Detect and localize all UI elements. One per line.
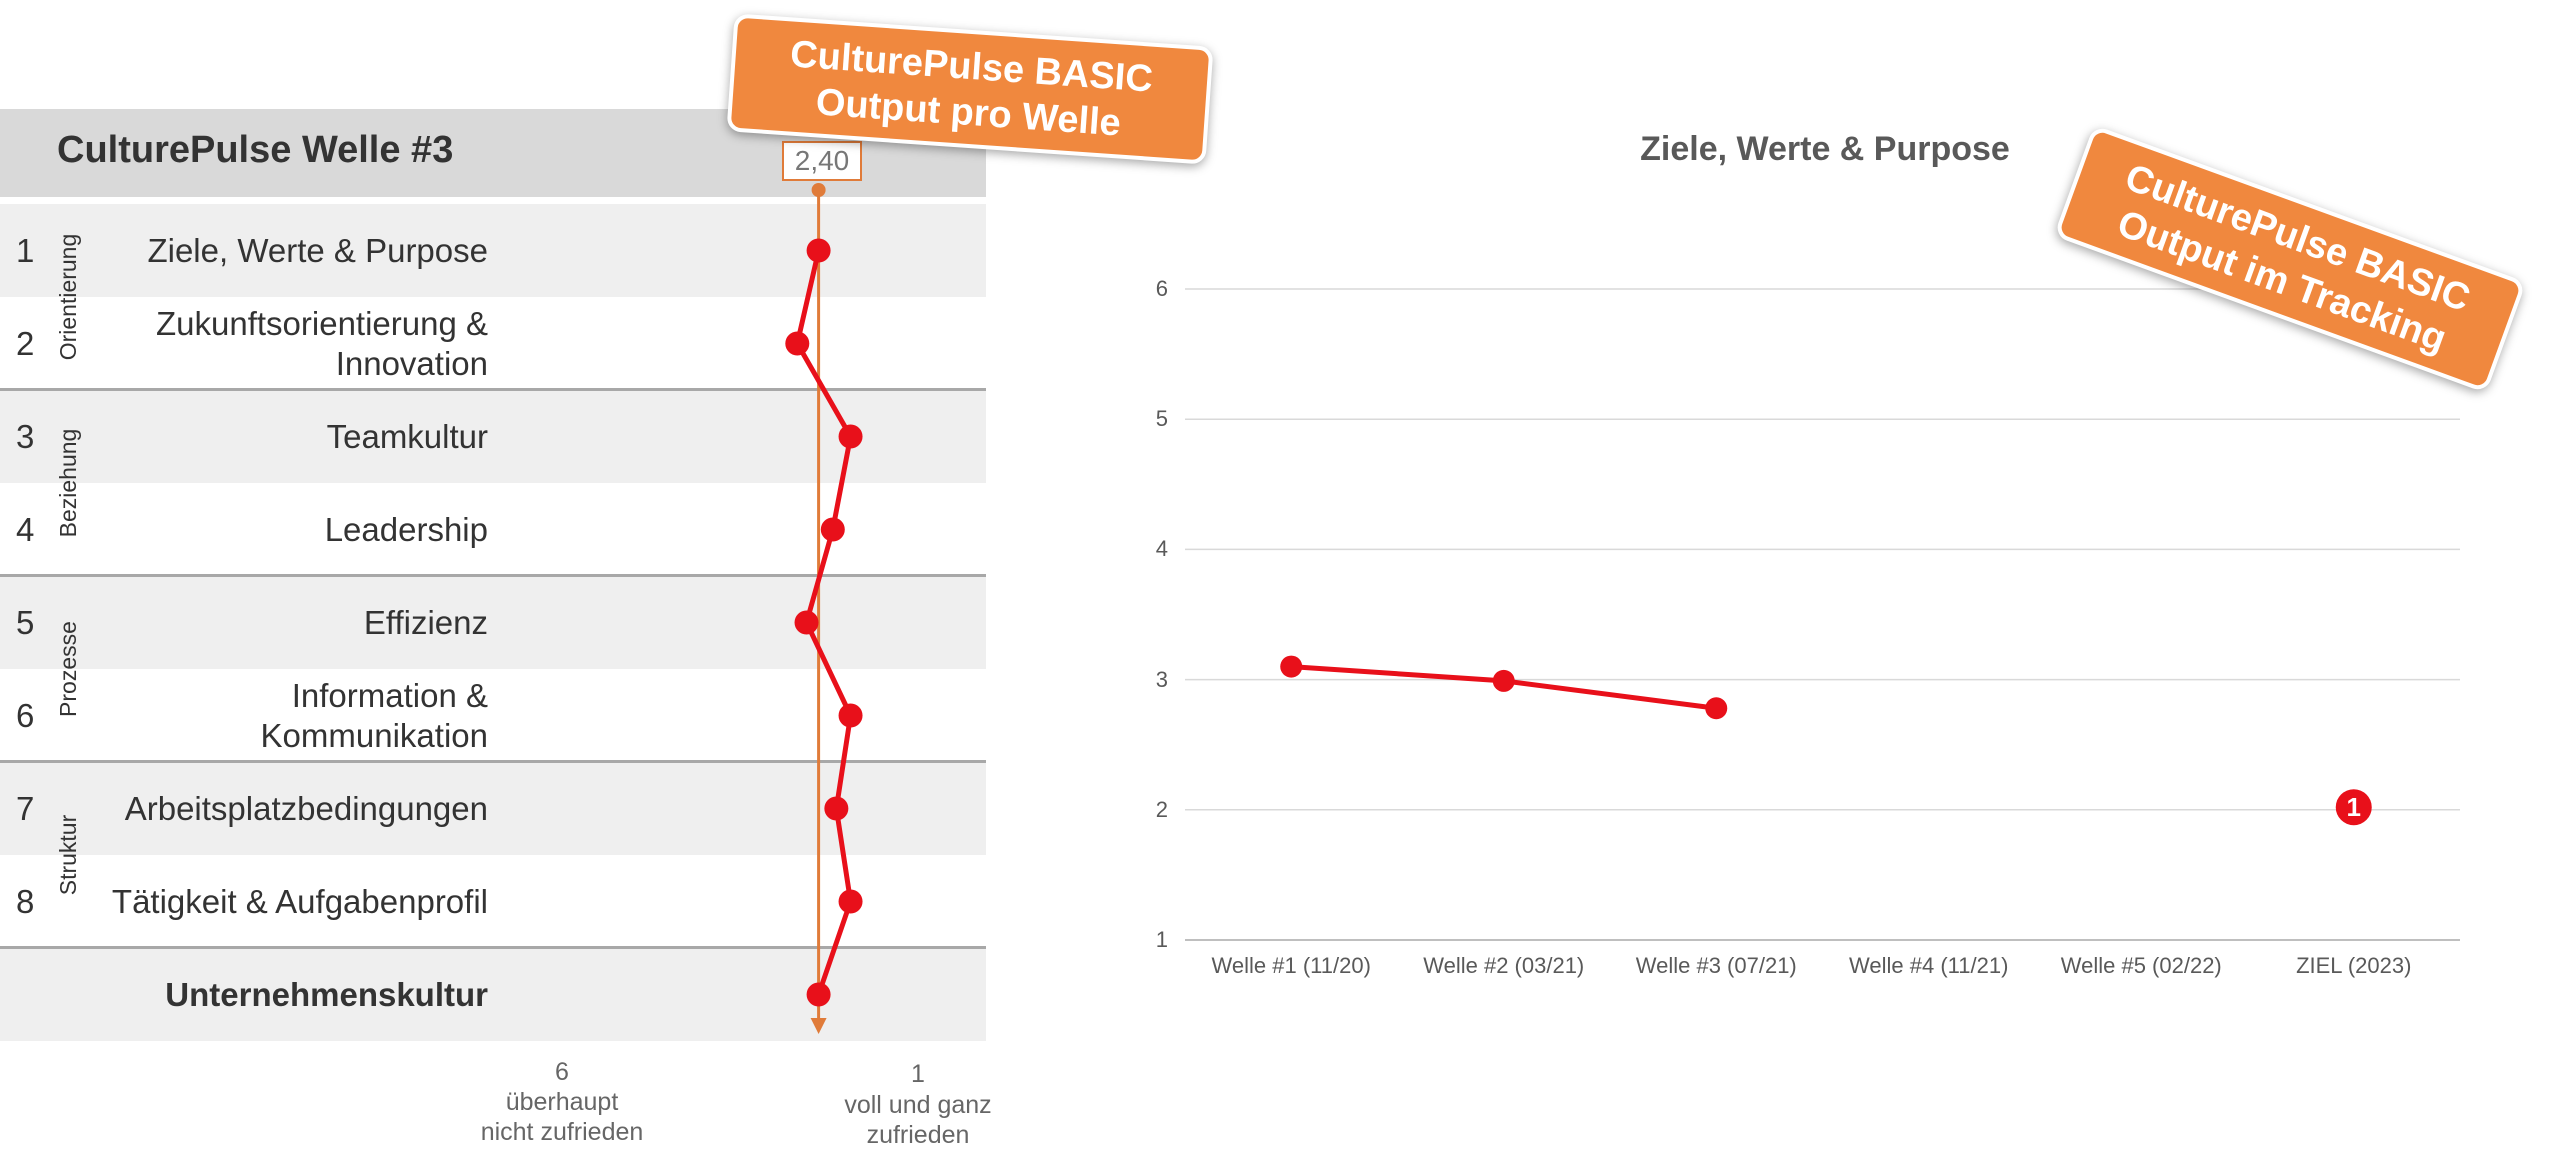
group-separator [0, 574, 986, 577]
y-tick-label: 6 [1155, 276, 1168, 301]
row-label-line: Leadership [324, 510, 488, 548]
group-separator [0, 388, 986, 391]
row-label: Information & Kommunikation [261, 676, 488, 756]
target-marker-label: 1 [2347, 792, 2361, 822]
scale-left-text-line: überhaupt [505, 1088, 619, 1116]
row-label-line: Arbeitsplatzbedingungen [124, 789, 488, 827]
reference-value-box: 2,40 [782, 141, 862, 181]
y-tick-label: 1 [1155, 927, 1168, 952]
y-tick-label: 4 [1155, 536, 1168, 562]
row-label-line: Information & [291, 676, 488, 714]
series-point [1280, 655, 1303, 678]
row-number: 6 [16, 697, 35, 734]
group-separator [0, 760, 986, 763]
scale-left-value: 6 [555, 1058, 569, 1086]
x-tick-label: Welle #3 (07/21) [1635, 953, 1797, 978]
row-label: Leadership [325, 510, 488, 550]
row-label-line: Tätigkeit & Aufgabenprofil [111, 882, 488, 920]
row-label: Tätigkeit & Aufgabenprofil [112, 882, 488, 922]
tracking-chart: 1 [1185, 288, 2460, 941]
profile-point [838, 424, 863, 449]
row-label: Ziele, Werte & Purpose [147, 231, 488, 271]
row-band [0, 390, 986, 483]
row-number: 2 [16, 325, 35, 362]
profile-point [806, 238, 831, 263]
reference-line-start [811, 183, 826, 197]
row-number: 7 [16, 790, 35, 827]
scale-right-text: voll und ganz zufrieden [818, 1090, 1018, 1150]
x-tick-label: ZIEL (2023) [2296, 953, 2412, 978]
row-band [0, 762, 986, 855]
chart-title: Ziele, Werte & Purpose [1640, 130, 2010, 168]
row-label: Unternehmenskultur [165, 975, 488, 1015]
y-tick-label: 3 [1155, 666, 1168, 692]
row-label-line: Kommunikation [260, 716, 488, 754]
target-marker [2335, 789, 2372, 826]
x-tick-label: Welle #2 (03/21) [1423, 953, 1585, 978]
row-label-line: Effizienz [363, 603, 488, 641]
row-number: 8 [16, 883, 35, 920]
panel-title: CulturePulse Welle #3 [57, 129, 454, 171]
row-label-line: Zukunftsorientierung & [155, 304, 488, 342]
profile-point [820, 517, 845, 542]
row-number: 3 [16, 418, 35, 455]
x-tick-label: Welle #4 (11/21) [1849, 953, 2009, 978]
row-number: 5 [16, 604, 35, 641]
scale-left-text: überhaupt nicht zufrieden [452, 1087, 672, 1147]
scale-right-text-line: voll und ganz [844, 1091, 992, 1119]
reference-line-arrow [810, 1018, 827, 1034]
series-point [1705, 697, 1728, 720]
series-point [1492, 669, 1515, 692]
row-number: 4 [16, 511, 35, 548]
row-number: 1 [16, 232, 35, 269]
row-label-line: Ziele, Werte & Purpose [147, 231, 488, 269]
profile-point [838, 889, 863, 914]
profile-point [785, 331, 810, 356]
scale-right-text-line: zufrieden [866, 1121, 970, 1149]
profile-chart [785, 183, 863, 1034]
row-label: Zukunftsorientierung & Innovation [156, 304, 488, 384]
profile-point [838, 703, 863, 728]
row-label: Effizienz [364, 603, 488, 643]
x-tick-label: Welle #5 (02/22) [2060, 953, 2222, 978]
scale-left-text-line: nicht zufrieden [480, 1118, 644, 1146]
row-label-line: Unternehmenskultur [165, 975, 488, 1013]
y-tick-label: 2 [1155, 796, 1168, 822]
profile-point [794, 610, 819, 635]
row-label: Teamkultur [327, 417, 488, 457]
profile-point [824, 796, 849, 821]
row-label: Arbeitsplatzbedingungen [125, 789, 488, 829]
y-tick-label: 5 [1155, 406, 1168, 432]
group-separator [0, 946, 986, 949]
profile-point [806, 982, 831, 1007]
x-tick-label: Welle #1 (11/20) [1211, 953, 1371, 978]
row-label-line: Teamkultur [326, 417, 488, 455]
scale-right-value: 1 [911, 1060, 925, 1088]
row-label-line: Innovation [335, 344, 488, 382]
